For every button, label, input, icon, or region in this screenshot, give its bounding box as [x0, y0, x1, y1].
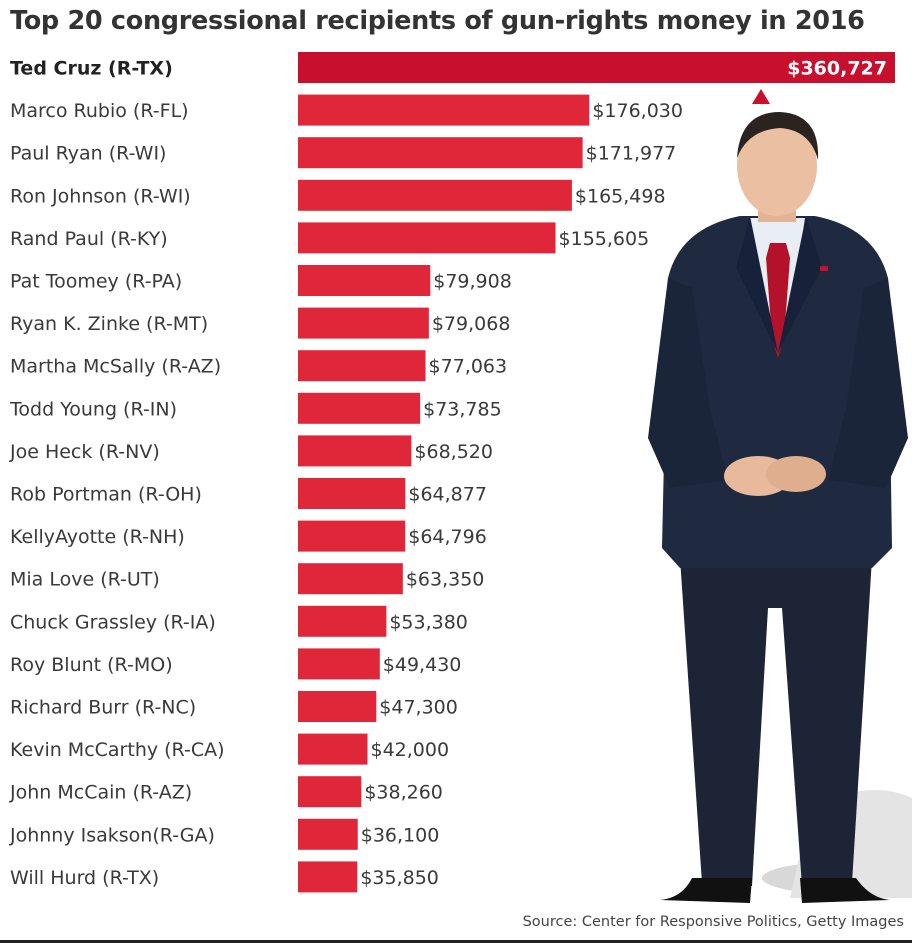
value-label: $77,063 [429, 356, 508, 378]
bar [298, 350, 426, 382]
category-label: Rand Paul (R-KY) [10, 228, 168, 250]
category-label: Mia Love (R-UT) [10, 569, 160, 591]
pointer-triangle [752, 89, 770, 104]
category-label: Roy Blunt (R-MO) [10, 654, 173, 676]
photo-of-ted-cruz [648, 112, 912, 903]
bar [298, 691, 377, 722]
bar [298, 179, 572, 211]
value-label: $42,000 [371, 739, 450, 761]
bar [298, 435, 412, 467]
value-label: $165,498 [575, 185, 666, 207]
value-label: $79,908 [433, 271, 512, 293]
category-label: Ron Johnson (R-WI) [10, 185, 191, 207]
bar [298, 94, 590, 126]
bar [298, 861, 358, 893]
category-label: KellyAyotte (R-NH) [10, 526, 185, 548]
bar [298, 307, 429, 339]
category-label: Todd Young (R-IN) [9, 398, 177, 420]
category-label: John McCain (R-AZ) [9, 782, 192, 804]
category-label: Chuck Grassley (R-IA) [10, 611, 216, 633]
category-label: Kevin McCarthy (R-CA) [10, 739, 225, 761]
bar [298, 776, 362, 808]
value-label: $36,100 [361, 824, 440, 846]
bar [298, 818, 358, 850]
bar [298, 648, 380, 680]
category-label: Martha McSally (R-AZ) [10, 356, 221, 378]
value-label: $63,350 [406, 569, 485, 591]
value-label: $155,605 [559, 228, 650, 250]
bar [298, 605, 387, 637]
bar [298, 222, 556, 254]
bar [298, 52, 895, 83]
chart-title: Top 20 congressional recipients of gun-r… [10, 6, 865, 36]
bar [298, 733, 368, 765]
value-label: $79,068 [432, 313, 511, 335]
value-label: $171,977 [586, 143, 677, 165]
value-label: $35,850 [360, 867, 439, 889]
category-label: Rob Portman (R-OH) [10, 484, 202, 506]
category-label: Joe Heck (R-NV) [9, 441, 160, 463]
value-label: $47,300 [379, 697, 458, 719]
bar [298, 563, 403, 595]
value-label: $68,520 [414, 441, 493, 463]
value-label: $360,727 [787, 58, 887, 80]
bar [298, 478, 406, 509]
bar [298, 392, 421, 424]
category-label: Marco Rubio (R-FL) [10, 100, 189, 122]
category-label: Will Hurd (R-TX) [10, 867, 159, 889]
value-label: $176,030 [592, 100, 683, 122]
value-label: $49,430 [383, 654, 462, 676]
bar [298, 265, 431, 296]
category-label: Paul Ryan (R-WI) [10, 143, 166, 165]
source-note: Source: Center for Responsive Politics, … [522, 914, 904, 930]
value-label: $73,785 [423, 398, 502, 420]
category-label: Richard Burr (R-NC) [10, 697, 196, 719]
category-label: Johnny Isakson(R-GA) [9, 824, 215, 846]
bottom-rule [0, 940, 912, 943]
category-label: Ted Cruz (R-TX) [10, 58, 173, 80]
value-label: $38,260 [364, 782, 443, 804]
value-label: $64,796 [408, 526, 487, 548]
value-label: $64,877 [408, 484, 487, 506]
bar [298, 520, 406, 552]
bar [298, 137, 583, 169]
category-label: Pat Toomey (R-PA) [10, 271, 182, 293]
category-label: Ryan K. Zinke (R-MT) [10, 313, 208, 335]
value-label: $53,380 [389, 611, 468, 633]
